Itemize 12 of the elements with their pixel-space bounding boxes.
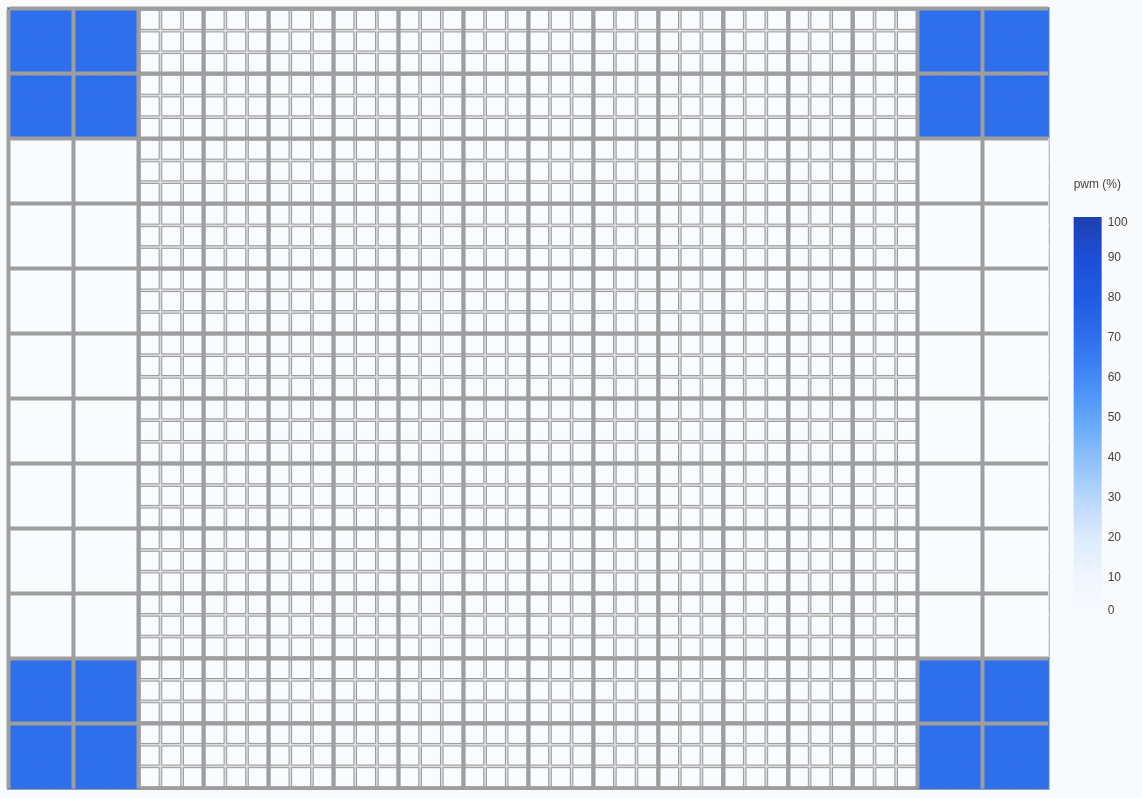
color-bar-label: 10	[1107, 570, 1122, 584]
color-bar-label: 80	[1107, 290, 1122, 304]
color-bar-label: 50	[1107, 410, 1122, 424]
color-bar-title: pwm (%)	[1073, 177, 1121, 191]
color-bar-label: 100	[1107, 215, 1128, 229]
color-bar-label: 70	[1107, 330, 1122, 344]
color-bar-label: 20	[1107, 530, 1122, 544]
color-bar-label: 60	[1107, 370, 1122, 384]
color-bar-label: 40	[1107, 450, 1122, 464]
color-bar-label: 30	[1107, 490, 1122, 504]
color-bar-label: 90	[1107, 250, 1122, 264]
color-bar-label: 0	[1107, 603, 1115, 617]
